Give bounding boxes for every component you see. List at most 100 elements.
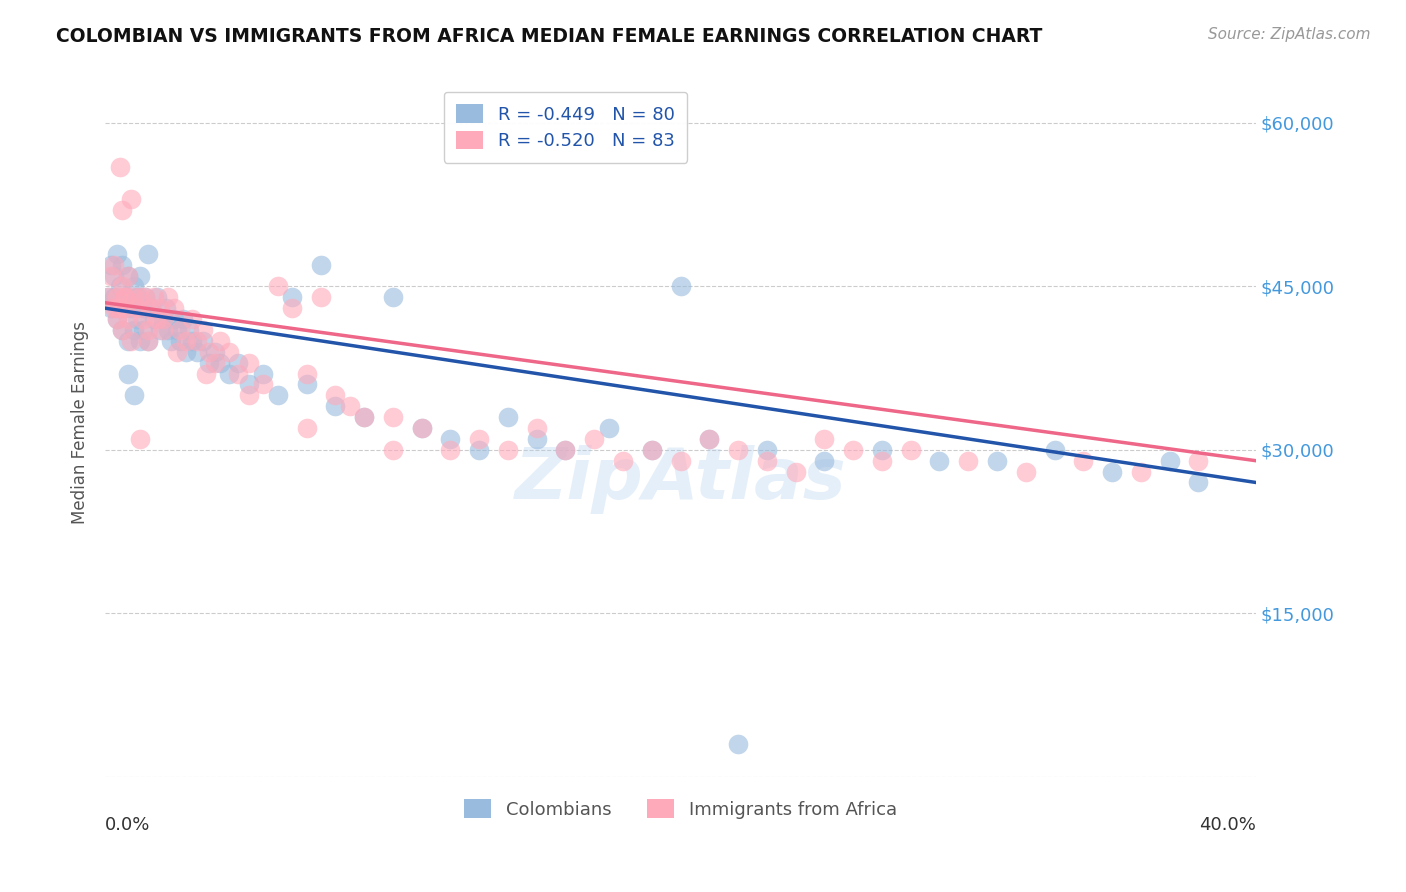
Point [411,421,433,435]
Point [131,323,153,337]
Point [122,323,145,337]
Point [1101,465,1123,479]
Point [114,290,136,304]
Point [146,290,169,304]
Point [928,453,950,467]
Point [134,290,156,304]
Point [641,442,664,457]
Point [108,279,131,293]
Point [125,301,148,315]
Point [309,258,332,272]
Point [138,246,160,260]
Point [138,334,160,348]
Text: 0.0%: 0.0% [105,815,150,833]
Point [842,442,865,457]
Point [114,290,136,304]
Point [149,323,172,337]
Legend: Colombians, Immigrants from Africa: Colombians, Immigrants from Africa [451,787,910,831]
Point [152,312,174,326]
Point [117,268,139,283]
Point [105,246,128,260]
Text: COLOMBIAN VS IMMIGRANTS FROM AFRICA MEDIAN FEMALE EARNINGS CORRELATION CHART: COLOMBIAN VS IMMIGRANTS FROM AFRICA MEDI… [56,27,1043,45]
Point [1187,453,1209,467]
Point [108,301,131,315]
Point [238,356,260,370]
Point [204,356,226,370]
Point [381,442,404,457]
Point [697,432,720,446]
Point [1187,475,1209,490]
Point [813,432,835,446]
Point [209,334,232,348]
Point [163,312,186,326]
Point [111,323,134,337]
Point [141,301,163,315]
Point [100,301,122,315]
Point [1071,453,1094,467]
Point [180,334,202,348]
Point [103,258,125,272]
Point [105,290,128,304]
Point [197,344,219,359]
Point [496,442,519,457]
Point [152,323,174,337]
Point [669,279,692,293]
Point [197,356,219,370]
Point [122,290,145,304]
Point [141,301,163,315]
Point [134,290,156,304]
Point [191,323,214,337]
Point [209,356,232,370]
Point [641,442,664,457]
Point [526,421,548,435]
Point [339,399,361,413]
Point [496,410,519,425]
Point [105,312,128,326]
Point [900,442,922,457]
Point [114,301,136,315]
Point [252,377,274,392]
Point [218,367,240,381]
Point [381,410,404,425]
Point [169,334,191,348]
Point [785,465,807,479]
Point [697,432,720,446]
Point [111,323,134,337]
Point [166,323,188,337]
Point [218,344,240,359]
Point [122,388,145,402]
Point [103,268,125,283]
Point [103,301,125,315]
Point [226,356,249,370]
Point [97,290,120,304]
Point [169,323,191,337]
Point [174,344,197,359]
Point [468,432,491,446]
Point [612,453,634,467]
Point [149,301,172,315]
Point [554,442,576,457]
Point [143,312,166,326]
Point [120,334,142,348]
Point [1159,453,1181,467]
Point [117,312,139,326]
Point [583,432,606,446]
Point [381,290,404,304]
Point [108,301,131,315]
Point [138,323,160,337]
Point [125,290,148,304]
Point [309,290,332,304]
Point [128,432,150,446]
Text: 40.0%: 40.0% [1199,815,1256,833]
Point [131,312,153,326]
Point [143,290,166,304]
Point [204,344,226,359]
Point [727,737,749,751]
Point [755,453,778,467]
Point [108,160,131,174]
Point [146,312,169,326]
Text: ZipAtlas: ZipAtlas [515,445,846,514]
Point [411,421,433,435]
Point [163,301,186,315]
Point [870,453,893,467]
